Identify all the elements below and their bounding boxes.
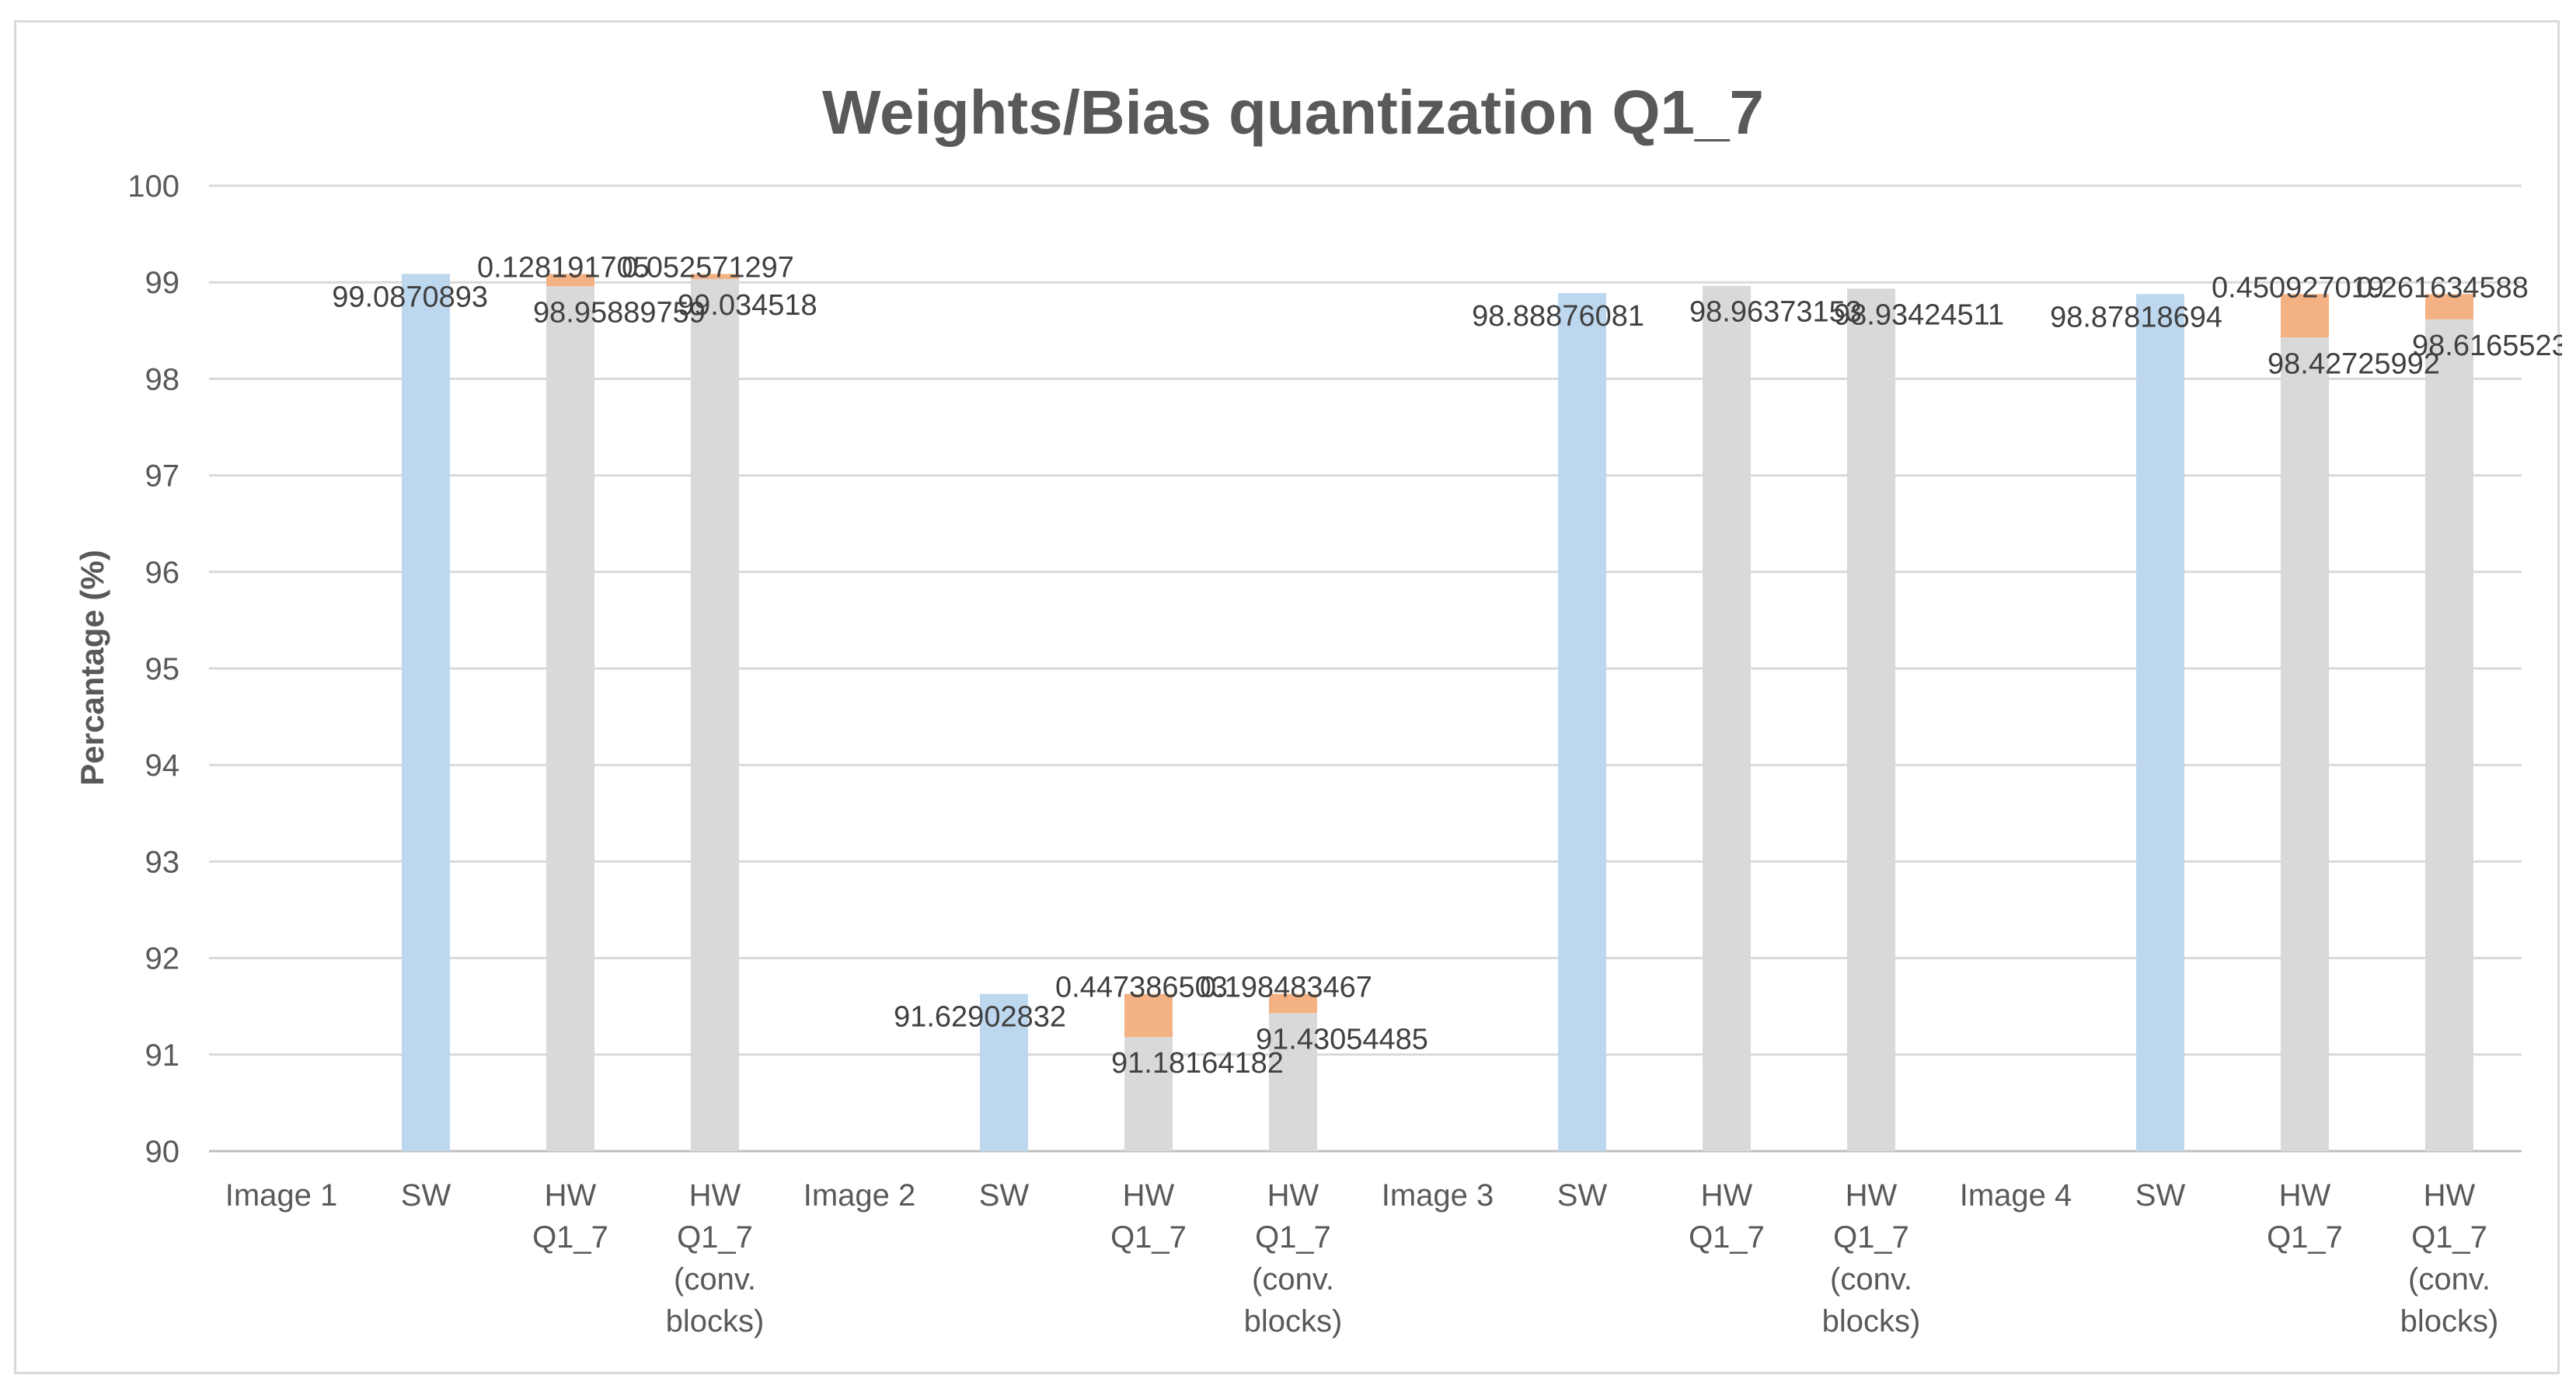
category-label: blocks) xyxy=(2400,1304,2499,1338)
y-tick-label: 94 xyxy=(145,749,180,783)
category-label: Q1_7 xyxy=(677,1220,753,1255)
data-label: 99.0870893 xyxy=(332,281,488,313)
y-axis-label: Percantage (%) xyxy=(74,550,110,785)
category-label: SW xyxy=(979,1178,1030,1213)
category-label: HW xyxy=(1846,1178,1898,1213)
accuracy-bar-segment xyxy=(1124,1037,1173,1151)
category-label: SW xyxy=(2135,1178,2186,1213)
category-label: (conv. xyxy=(674,1262,756,1297)
category-label: Q1_7 xyxy=(532,1220,608,1255)
data-label: 0.198483467 xyxy=(1200,972,1372,1004)
y-tick-label: 97 xyxy=(145,459,180,494)
category-label: Q1_7 xyxy=(1689,1220,1765,1255)
category-label: HW xyxy=(2424,1178,2476,1213)
accuracy-bar-segment xyxy=(1703,285,1751,1151)
category-label: Q1_7 xyxy=(1255,1220,1331,1255)
y-tick-label: 91 xyxy=(145,1038,180,1073)
group-label: Image 1 xyxy=(225,1178,338,1213)
drop-bar-segment xyxy=(691,274,739,279)
accuracy-bar-segment xyxy=(1269,1013,1317,1151)
chart-title: Weights/Bias quantization Q1_7 xyxy=(822,78,1764,147)
data-label: 0.261634588 xyxy=(2356,271,2529,304)
accuracy-bar-segment xyxy=(1558,293,1606,1152)
data-label: 98.61655235 xyxy=(2412,330,2562,362)
accuracy-bar-segment xyxy=(980,993,1028,1151)
category-labels: Image 1 SW HW Q1_7 HW Q1_7 (conv. blocks) Image … xyxy=(225,1178,2499,1338)
data-label: 0.128191705 xyxy=(477,251,650,284)
data-label: 0.450927019 xyxy=(2212,271,2384,304)
y-tick-label: 98 xyxy=(145,362,180,396)
y-tick-label: 96 xyxy=(145,556,180,590)
category-label: blocks) xyxy=(666,1304,765,1338)
drop-bar-segment xyxy=(1269,993,1317,1014)
category-label: HW xyxy=(689,1178,741,1213)
category-label: (conv. xyxy=(1252,1262,1334,1297)
category-label: SW xyxy=(1557,1178,1608,1213)
accuracy-bar-segment xyxy=(402,274,450,1151)
drop-bar-segment xyxy=(546,274,594,287)
data-label: 98.87818694 xyxy=(2050,301,2222,333)
bars xyxy=(402,274,2473,1152)
y-tick-label: 93 xyxy=(145,845,180,879)
data-label: 98.93424511 xyxy=(1834,298,2004,331)
data-label: 0.052571297 xyxy=(622,251,794,284)
category-label: HW xyxy=(1123,1178,1175,1213)
y-tick-label: 99 xyxy=(145,266,180,300)
category-label: HW xyxy=(1267,1178,1319,1213)
data-label: 0.447386503 xyxy=(1055,972,1228,1004)
data-label: 91.18164182 xyxy=(1111,1047,1284,1080)
category-label: Q1_7 xyxy=(1110,1220,1187,1255)
accuracy-bar-segment xyxy=(2281,337,2329,1151)
drop-bar-segment xyxy=(1124,993,1173,1038)
data-label: 98.42725992 xyxy=(2268,347,2440,380)
data-label: 91.62902832 xyxy=(894,1001,1066,1034)
category-label: Q1_7 xyxy=(2267,1220,2343,1255)
data-labels: 99.0870893 98.95889759 0.128191705 99.03451… xyxy=(332,251,2562,1080)
accuracy-bar-segment xyxy=(691,278,739,1152)
accuracy-bar-segment xyxy=(1847,288,1895,1152)
y-tick-label: 92 xyxy=(145,942,180,976)
data-label: 98.96373153 xyxy=(1689,296,1862,329)
y-axis-ticks: 90 91 92 93 94 95 96 97 98 99 100 xyxy=(127,169,180,1169)
category-label: HW xyxy=(2279,1178,2331,1213)
data-label: 98.95889759 xyxy=(533,296,706,329)
accuracy-bar-segment xyxy=(2136,294,2184,1151)
chart-frame: Weights/Bias quantization Q1_7 90 91 92 93 9… xyxy=(14,20,2562,1374)
category-label: blocks) xyxy=(1244,1304,1343,1338)
data-label: 98.88876081 xyxy=(1472,300,1644,333)
accuracy-bar-segment xyxy=(2425,319,2473,1151)
category-label: HW xyxy=(545,1178,597,1213)
group-label: Image 2 xyxy=(803,1178,916,1213)
category-label: (conv. xyxy=(1830,1262,1912,1297)
data-label: 91.43054485 xyxy=(1256,1023,1428,1056)
y-tick-label: 95 xyxy=(145,652,180,686)
accuracy-bar-segment xyxy=(546,286,594,1151)
y-tick-label: 100 xyxy=(127,169,180,204)
category-label: HW xyxy=(1701,1178,1753,1213)
category-label: Q1_7 xyxy=(1833,1220,1909,1255)
bar-chart: Weights/Bias quantization Q1_7 909192939… xyxy=(74,78,2562,1338)
drop-bar-segment xyxy=(2425,294,2473,319)
category-label: Q1_7 xyxy=(2411,1220,2487,1255)
category-label: (conv. xyxy=(2408,1262,2491,1297)
data-label: 99.034518 xyxy=(678,289,817,322)
drop-bar-segment xyxy=(2281,294,2329,338)
category-label: blocks) xyxy=(1822,1304,1921,1338)
y-tick-label: 90 xyxy=(145,1135,180,1169)
category-label: SW xyxy=(401,1178,451,1213)
group-label: Image 4 xyxy=(1960,1178,2072,1213)
group-label: Image 3 xyxy=(1382,1178,1494,1213)
